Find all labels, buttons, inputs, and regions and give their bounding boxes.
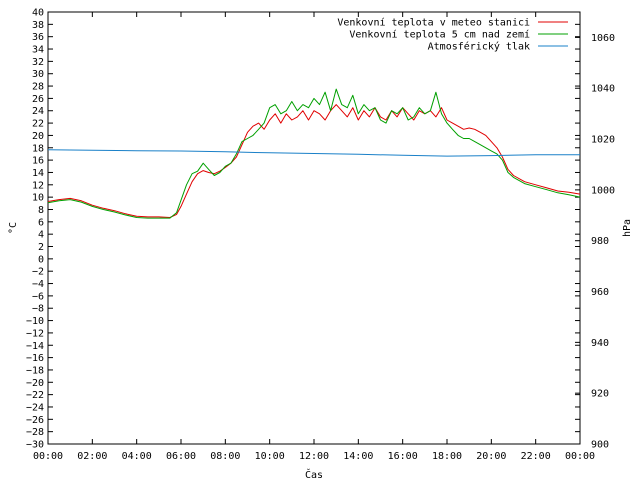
series-line-1 [47,104,581,218]
y-tick-label: −6 [32,291,44,302]
y-tick-label: 0 [38,254,44,265]
y-tick-label: −20 [26,378,44,389]
x-tick-label: 16:00 [388,451,418,462]
y-tick-label: 2 [38,242,44,253]
y-tick-label: 34 [32,45,44,56]
y-tick-label: −12 [26,328,44,339]
y2-tick-label: 1000 [591,185,615,196]
y-tick-label: −18 [26,365,44,376]
legend: Venkovní teplota v meteo staniciVenkovní… [337,17,568,53]
y2-tick-label: 1040 [591,84,615,95]
y2-tick-label: 1060 [591,33,615,44]
y-tick-label: −16 [26,353,44,364]
y-axis-label: °C [8,222,19,234]
x-tick-label: 08:00 [210,451,240,462]
x-tick-label: 14:00 [343,451,373,462]
y-tick-label: 10 [32,193,44,204]
x-tick-label: 00:00 [565,451,595,462]
y-tick-label: −26 [26,415,44,426]
y-axis-ticks: 4038363432302826242220181614121086420−2−… [26,8,580,451]
y-tick-label: 12 [32,180,44,191]
y-tick-label: −24 [26,402,44,413]
x-tick-label: 20:00 [476,451,506,462]
plot-frame [47,11,581,445]
y2-tick-label: 980 [591,236,609,247]
y-tick-label: −8 [32,304,44,315]
x-tick-label: 18:00 [432,451,462,462]
y2-tick-label: 920 [591,389,609,400]
y-tick-label: 28 [32,82,44,93]
y-tick-label: −4 [32,279,44,290]
y2-tick-label: 900 [591,440,609,451]
x-tick-label: 10:00 [255,451,285,462]
legend-label: Venkovní teplota v meteo stanici [337,17,530,29]
series-lines [47,88,581,219]
y-tick-label: −30 [26,440,44,451]
y2-axis-label: hPa [622,219,633,237]
y2-tick-label: 940 [591,338,609,349]
x-tick-label: 12:00 [299,451,329,462]
x-tick-label: 06:00 [166,451,196,462]
y2-tick-label: 1020 [591,135,615,146]
series-line-3 [47,149,580,157]
y-tick-label: 26 [32,94,44,105]
series-line-2 [47,88,581,219]
x-tick-label: 22:00 [521,451,551,462]
y-tick-label: −2 [32,267,44,278]
x-axis-label: Čas [305,468,323,480]
y-tick-label: 4 [38,230,44,241]
y-tick-label: 20 [32,131,44,142]
y-tick-label: 24 [32,106,44,117]
y-tick-label: 36 [32,32,44,43]
x-axis-ticks: 00:00 02:00 04:00 06:00 08:00 10:00 12:00 14:00… [33,12,595,462]
legend-label: Atmosférický tlak [428,41,530,53]
y-tick-label: 32 [32,57,44,68]
y-tick-label: −28 [26,427,44,438]
y-tick-label: 18 [32,143,44,154]
y2-axis-ticks: 1060 1040 1020 1000 980 960 940 920 900 [575,33,615,451]
y-tick-label: −22 [26,390,44,401]
y-tick-label: 16 [32,156,44,167]
y-tick-label: 22 [32,119,44,130]
legend-label: Venkovní teplota 5 cm nad zemí [349,29,530,41]
y2-tick-label: 960 [591,287,609,298]
y-tick-label: 40 [32,8,44,19]
x-tick-label: 04:00 [122,451,152,462]
x-tick-label: 02:00 [77,451,107,462]
y-tick-label: 14 [32,168,44,179]
y-tick-label: −10 [26,316,44,327]
x-tick-label: 00:00 [33,451,63,462]
y-tick-label: 6 [38,217,44,228]
y-tick-label: 8 [38,205,44,216]
y-tick-label: 30 [32,69,44,80]
y-tick-label: 38 [32,20,44,31]
y-tick-label: −14 [26,341,44,352]
